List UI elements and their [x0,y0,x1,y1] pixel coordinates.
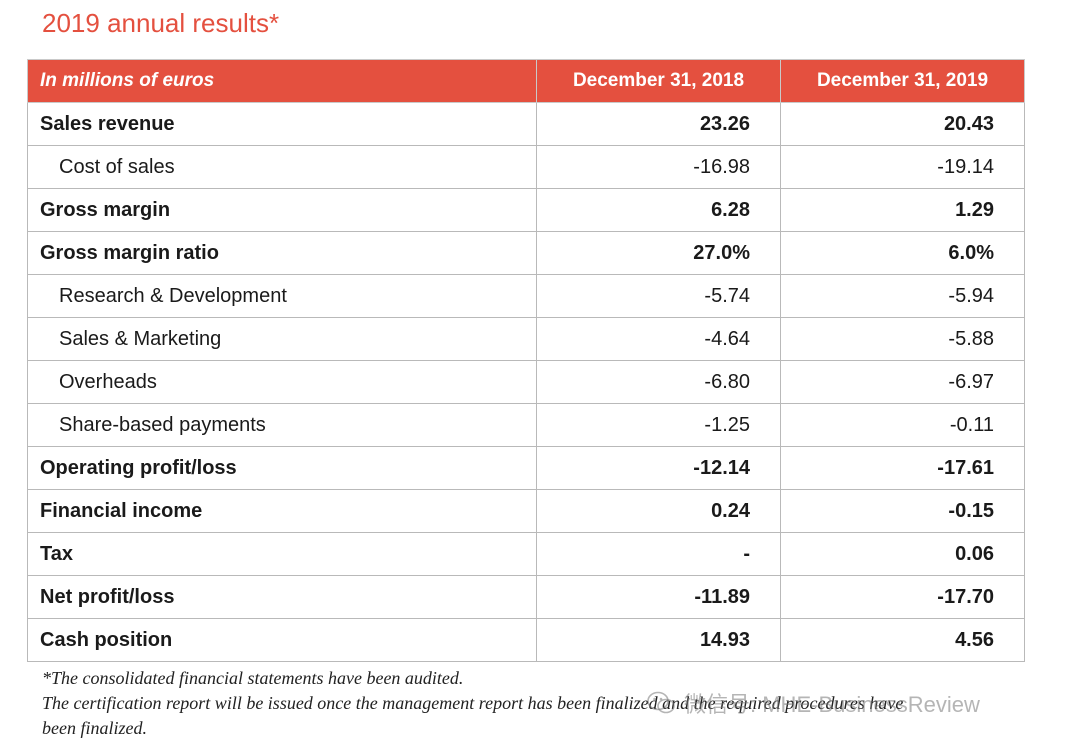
value-2018: -1.25 [536,403,781,447]
table-row: Tax -0.06 [27,532,1025,576]
column-header-label: In millions of euros [27,59,537,103]
value-2018: -6.80 [536,360,781,404]
table-header-row: In millions of euros December 31, 2018 D… [27,59,1025,103]
value-2019: -17.61 [780,446,1025,490]
value-2018: -11.89 [536,575,781,619]
footnote: *The consolidated financial statements h… [42,666,1042,741]
watermark-text: 微信号: MHE-BusinessReview [684,692,980,717]
value-2018: -12.14 [536,446,781,490]
value-2019: -0.15 [780,489,1025,533]
value-2019: 0.06 [780,532,1025,576]
value-2019: 4.56 [780,618,1025,662]
table-row: Cost of sales -16.98 -19.14 [27,145,1025,189]
row-label: Sales & Marketing [27,317,537,361]
value-2018: 27.0% [536,231,781,275]
row-label: Gross margin [27,188,537,232]
value-2018: 0.24 [536,489,781,533]
table-row: Research & Development -5.74 -5.94 [27,274,1025,318]
table-row: Gross margin ratio 27.0% 6.0% [27,231,1025,275]
table-row: Sales & Marketing -4.64 -5.88 [27,317,1025,361]
value-2019: 20.43 [780,102,1025,146]
row-label: Sales revenue [27,102,537,146]
footnote-line-2: The certification report will be issued … [42,693,904,713]
value-2019: -0.11 [780,403,1025,447]
row-label: Cash position [27,618,537,662]
row-label: Net profit/loss [27,575,537,619]
row-label: Share-based payments [27,403,537,447]
value-2018: -4.64 [536,317,781,361]
table-row: Sales revenue 23.26 20.43 [27,102,1025,146]
footnote-line-3: been finalized. [42,718,147,738]
wechat-icon [647,691,675,714]
value-2019: -19.14 [780,145,1025,189]
results-table: In millions of euros December 31, 2018 D… [27,59,1025,662]
watermark: 微信号: MHE-BusinessReview [646,687,980,719]
table-row: Net profit/loss -11.89 -17.70 [27,575,1025,619]
value-2019: -5.88 [780,317,1025,361]
row-label: Research & Development [27,274,537,318]
value-2019: 1.29 [780,188,1025,232]
value-2019: 6.0% [780,231,1025,275]
value-2019: -17.70 [780,575,1025,619]
row-label: Gross margin ratio [27,231,537,275]
table-row: Gross margin 6.28 1.29 [27,188,1025,232]
row-label: Operating profit/loss [27,446,537,490]
table-row: Financial income 0.24 -0.15 [27,489,1025,533]
column-header-2018: December 31, 2018 [536,59,781,103]
page-title: 2019 annual results* [42,8,280,38]
table-body: Sales revenue 23.26 20.43 Cost of sales -16.… [27,102,1025,662]
row-label: Cost of sales [27,145,537,189]
column-header-2019: December 31, 2019 [780,59,1025,103]
table-row: Overheads -6.80 -6.97 [27,360,1025,404]
table-row: Operating profit/loss -12.14 -17.61 [27,446,1025,490]
value-2019: -6.97 [780,360,1025,404]
value-2018: - [536,532,781,576]
value-2018: -16.98 [536,145,781,189]
value-2018: 23.26 [536,102,781,146]
value-2018: 6.28 [536,188,781,232]
row-label: Overheads [27,360,537,404]
row-label: Tax [27,532,537,576]
value-2019: -5.94 [780,274,1025,318]
row-label: Financial income [27,489,537,533]
value-2018: 14.93 [536,618,781,662]
table-row: Cash position 14.93 4.56 [27,618,1025,662]
footnote-line-1: *The consolidated financial statements h… [42,668,464,688]
value-2018: -5.74 [536,274,781,318]
table-row: Share-based payments -1.25 -0.11 [27,403,1025,447]
